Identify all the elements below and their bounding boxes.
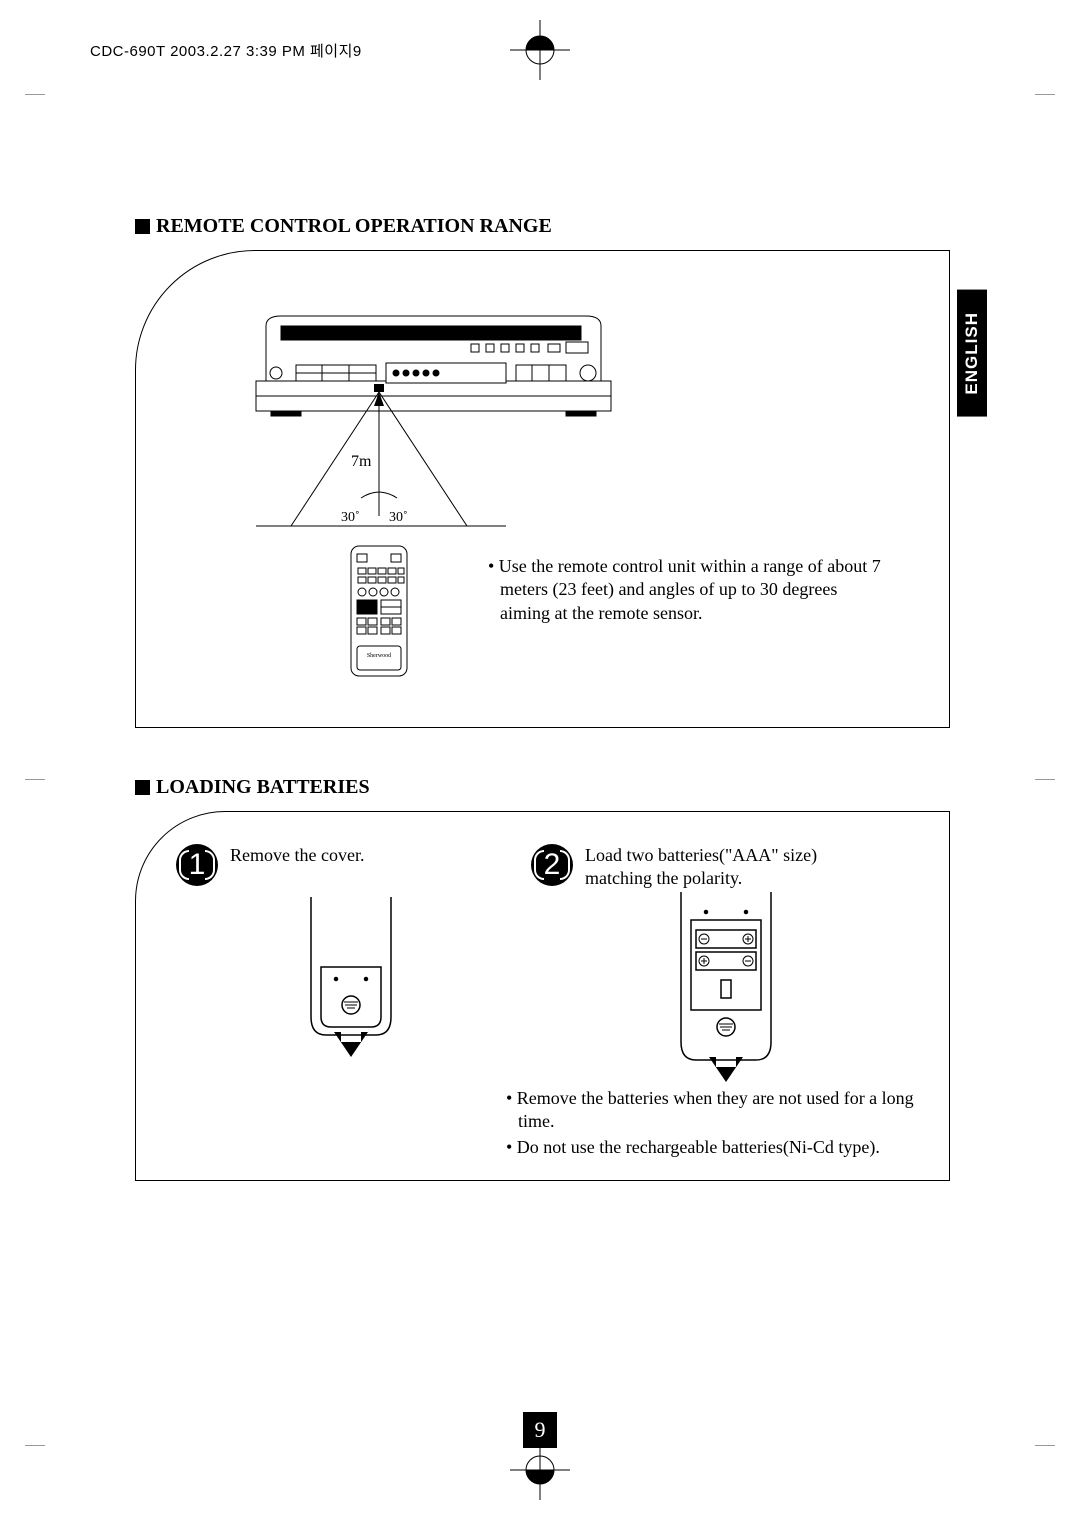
distance-label: 7m <box>351 453 372 470</box>
step1-number: 1 <box>189 848 206 882</box>
battery-note-2: • Do not use the rechargeable batteries(… <box>506 1136 936 1159</box>
angle-right: 30˚ <box>389 510 408 525</box>
language-tab: ENGLISH <box>957 290 987 417</box>
page-number: 9 <box>523 1412 557 1448</box>
step-1: 1 Remove the cover. <box>176 844 530 886</box>
battery-note-1: • Remove the batteries when they are not… <box>506 1087 936 1134</box>
step2-text: Load two batteries("AAA" size) matching … <box>585 844 885 891</box>
crop-tick <box>25 1445 45 1465</box>
section1-title: REMOTE CONTROL OPERATION RANGE <box>156 215 552 238</box>
remote-usage-text: • Use the remote control unit within a r… <box>488 555 888 625</box>
section-heading-remote: REMOTE CONTROL OPERATION RANGE <box>135 215 955 238</box>
crop-tick <box>1035 1445 1055 1465</box>
usage-bullet: • Use the remote control unit within a r… <box>488 555 888 625</box>
svg-text:Sherwood: Sherwood <box>367 653 391 659</box>
crop-tick <box>1035 75 1055 95</box>
angle-left: 30˚ <box>341 510 360 525</box>
remote-range-diagram: 7m 30˚ 30˚ <box>156 266 616 716</box>
step1-diagram <box>266 897 436 1097</box>
step2-number: 2 <box>544 848 561 882</box>
step-1-badge: 1 <box>176 844 218 886</box>
crop-tick <box>25 760 45 780</box>
crop-tick <box>1035 760 1055 780</box>
step-2-badge: 2 <box>531 844 573 886</box>
crop-tick <box>25 75 45 95</box>
section-heading-batteries: LOADING BATTERIES <box>135 776 955 799</box>
registration-mark-top <box>510 20 570 85</box>
remote-range-box: 7m 30˚ 30˚ <box>135 250 950 728</box>
step-2: 2 Load two batteries("AAA" size) matchin… <box>531 844 885 891</box>
registration-mark-bottom <box>510 1440 570 1505</box>
battery-notes: • Remove the batteries when they are not… <box>506 1087 936 1161</box>
step1-text: Remove the cover. <box>230 844 530 867</box>
doc-header-info: CDC-690T 2003.2.27 3:39 PM 페이지9 <box>90 40 362 61</box>
loading-batteries-box: 1 Remove the cover. 2 Load two batteries… <box>135 811 950 1181</box>
section2-title: LOADING BATTERIES <box>156 776 370 799</box>
